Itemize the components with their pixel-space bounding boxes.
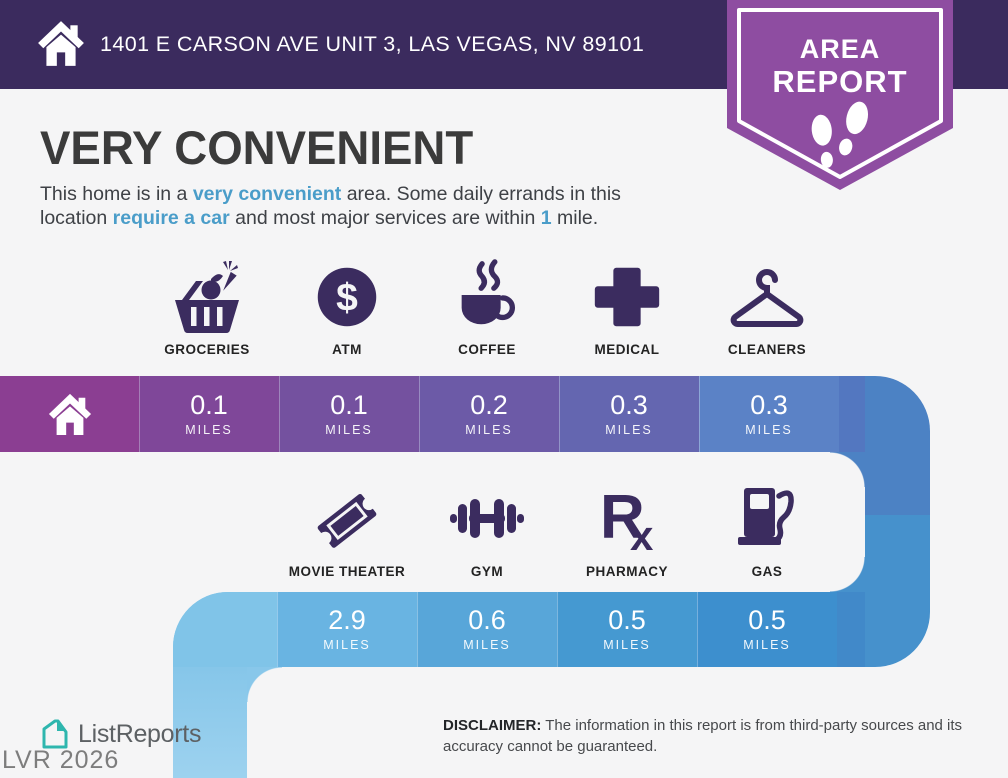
home-icon [38,21,84,66]
amenity-label: GROCERIES [164,342,250,357]
listreports-logo: ListReports [40,718,201,750]
distance-segment-cleaners: 0.3 MILES [699,376,839,452]
badge-line1: AREA [800,34,881,64]
amenity-label: PHARMACY [585,564,668,579]
highlight-very-convenient: very convenient [192,183,342,205]
coffee-icon [461,259,516,325]
atm-icon: $ [317,267,377,327]
disclaimer-line1: DISCLAIMER: The information in this repo… [443,717,963,734]
dollar-glyph: $ [336,277,358,320]
highlight-require-a-car: require a car [112,206,230,229]
distance-segment-coffee: 0.2 MILES [419,376,559,452]
distance-unit: MILES [603,638,651,652]
hanger-icon [730,269,804,327]
footprints-icon [811,101,869,168]
home-segment [0,376,139,452]
amenity-medical: MEDICAL [547,258,707,357]
rx-r-glyph: R [600,483,645,552]
distance-bar-row2: 2.9 MILES 0.6 MILES 0.5 MILES 0.5 MILES [173,592,865,667]
gas-pump-icon [738,488,794,545]
distance-value: 0.2 [470,389,508,420]
distance-unit: MILES [323,638,371,652]
distance-value: 2.9 [328,605,366,635]
amenity-atm: $ ATM [267,258,427,357]
highlight-one-mile: 1 [540,206,552,229]
badge-line2: REPORT [772,64,907,99]
amenity-label: COFFEE [458,342,516,357]
movie-ticket-icon [317,494,377,548]
watermark-text: LVR 2026 [2,746,120,774]
description-text: This home is in a very convenient area. … [40,183,621,231]
description-line1: This home is in a very convenient area. … [40,183,621,205]
bar-inner-corner [830,452,865,487]
bar-inner-corner [830,557,865,592]
amenity-label: GAS [751,564,783,579]
medical-cross-icon [594,267,660,327]
amenity-gas: GAS [687,478,847,579]
distance-segment-gym: 0.6 MILES [417,592,557,667]
distance-segment-atm: 0.1 MILES [279,376,419,452]
amenity-cleaners: CLEANERS [687,258,847,357]
area-report-badge: AREA REPORT [727,0,953,190]
page-title: VERY CONVENIENT [40,121,474,174]
bar-inner-corner [247,667,282,702]
distance-value: 0.5 [748,605,786,635]
disclaimer-line2: accuracy cannot be guaranteed. [443,738,658,755]
description-line2: location require a car and most major se… [40,206,599,229]
distance-segment-medical: 0.3 MILES [559,376,699,452]
distance-segment-movie-theater: 2.9 MILES [277,592,417,667]
property-address: 1401 E CARSON AVE UNIT 3, LAS VEGAS, NV … [100,32,645,56]
amenity-label: MEDICAL [594,342,660,357]
distance-segment-gas: 0.5 MILES [697,592,837,667]
distance-segment-groceries: 0.1 MILES [139,376,279,452]
dumbbell-icon [450,499,524,538]
amenity-coffee: COFFEE [407,258,567,357]
distance-unit: MILES [185,422,233,437]
bar-filler [839,376,865,452]
disclaimer: DISCLAIMER: The information in this repo… [443,715,963,757]
distance-bar-row1: 0.1 MILES 0.1 MILES 0.2 MILES 0.3 MILES … [0,376,865,452]
brand-name: ListReports [78,719,202,748]
amenity-label: GYM [470,564,504,579]
distance-unit: MILES [325,422,373,437]
disclaimer-label: DISCLAIMER: [443,717,542,734]
listreports-house-icon [42,719,68,749]
bar-corner-piece [173,592,277,667]
distance-segment-pharmacy: 0.5 MILES [557,592,697,667]
distance-value: 0.6 [468,605,506,635]
distance-value: 0.1 [190,389,228,420]
distance-value: 0.1 [330,389,368,420]
amenity-label: MOVIE THEATER [288,564,406,579]
groceries-icon [175,261,239,334]
distance-unit: MILES [745,422,793,437]
amenity-movie-theater: MOVIE THEATER [267,478,427,579]
distance-unit: MILES [743,638,791,652]
amenity-label: ATM [332,342,362,357]
distance-unit: MILES [605,422,653,437]
amenity-groceries: GROCERIES [127,258,287,357]
amenity-gym: GYM [407,478,567,579]
distance-unit: MILES [465,422,513,437]
distance-value: 0.3 [610,389,648,420]
distance-unit: MILES [463,638,511,652]
home-icon [48,393,91,436]
bar-filler [837,592,865,667]
bar-connector-right [865,376,930,667]
distance-value: 0.3 [750,389,788,420]
rx-icon: R x [600,483,654,558]
amenity-pharmacy: R x PHARMACY [547,478,707,579]
rx-x-glyph: x [630,512,654,558]
amenity-label: CLEANERS [727,342,807,357]
distance-value: 0.5 [608,605,646,635]
